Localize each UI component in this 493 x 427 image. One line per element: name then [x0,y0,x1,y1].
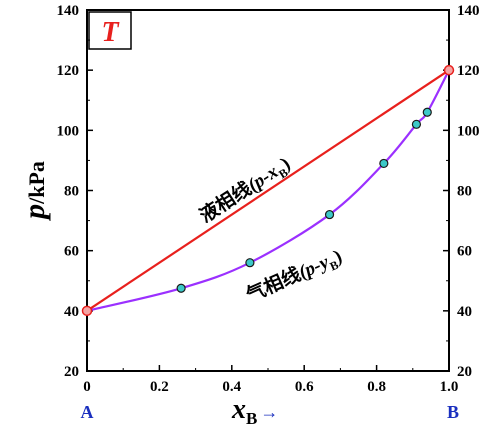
y-tick-label-left-40: 40 [64,304,79,320]
endpoint-marker-b [443,64,455,76]
liquid-line [86,69,450,312]
y-tick-label-left-140: 140 [57,3,80,19]
y-tick-label-right-120: 120 [457,63,480,79]
x-tick-label-0.6: 0.6 [295,379,314,395]
vapor-data-point-3 [324,209,335,220]
y-axis-unit: /kPa [24,161,49,205]
vapor-data-point-5 [411,119,422,129]
liquid-line-label: 液相线(p-xB) [195,152,296,230]
y-axis-symbol: p [18,204,51,222]
y-tick-label-right-80: 80 [457,184,472,200]
vapor-line-label: 气相线(p-yB) [242,244,347,310]
x-axis-symbol: x [231,394,246,425]
y-axis-left: 20 40 60 80 100 120 140 [57,3,93,380]
x-axis-arrow: → [260,402,278,422]
endpoint-label-b: B [447,402,459,422]
y-tick-label-left-80: 80 [64,184,79,200]
endpoint-marker-a [81,305,93,317]
x-tick-label-0.2: 0.2 [150,379,169,395]
x-axis-label: xB → [231,394,278,427]
y-tick-label-right-140: 140 [457,3,480,19]
x-tick-label-1.0: 1.0 [440,379,459,395]
y-axis-label: p/kPa [18,161,51,222]
y-tick-label-left-120: 120 [57,63,80,79]
y-tick-label-right-20: 20 [457,364,472,380]
vapor-line-label-main: 气相线 [242,262,304,307]
x-tick-label-0: 0 [83,379,91,395]
x-axis: 0 0.2 0.4 0.6 0.8 1.0 [83,365,458,395]
x-tick-label-0.4: 0.4 [222,379,241,395]
vapor-line-label-paren: (p-y [296,252,333,284]
y-tick-label-left-100: 100 [57,123,80,139]
endpoint-label-a: A [81,402,94,422]
y-tick-label-right-40: 40 [457,304,472,320]
series-layer [86,69,450,312]
y-tick-label-left-60: 60 [64,244,79,260]
x-tick-label-0.8: 0.8 [367,379,386,395]
y-tick-label-right-60: 60 [457,244,472,260]
y-axis-right: 20 40 60 80 100 120 140 [443,3,480,380]
temperature-badge-box [88,11,132,50]
vapor-data-point-6 [422,107,432,117]
x-axis-subscript: B [246,409,257,427]
vapor-data-point-4 [379,158,389,169]
vapor-data-point-2 [245,258,255,268]
y-tick-label-left-20: 20 [64,364,79,380]
vapor-data-point-1 [176,283,186,293]
points-layer [81,64,455,317]
y-tick-label-right-100: 100 [457,123,480,139]
temperature-badge: T [101,17,120,48]
